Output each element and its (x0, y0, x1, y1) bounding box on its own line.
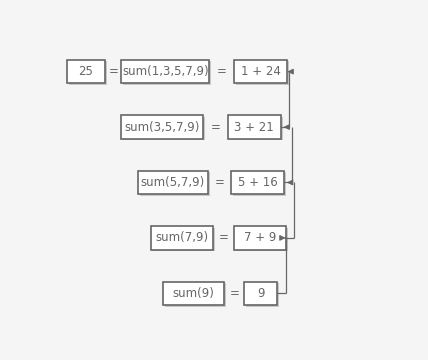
Bar (233, 172, 286, 196)
Text: sum(7,9): sum(7,9) (155, 231, 208, 244)
Bar (140, 172, 210, 196)
Bar (163, 282, 224, 305)
Bar (122, 60, 209, 84)
Text: =: = (219, 231, 229, 244)
Text: 25: 25 (78, 65, 93, 78)
Text: =: = (229, 287, 239, 300)
Bar (236, 62, 289, 85)
Bar (231, 171, 284, 194)
Text: sum(5,7,9): sum(5,7,9) (141, 176, 205, 189)
Bar (234, 226, 286, 250)
Bar (228, 115, 281, 139)
Text: =: = (217, 65, 227, 78)
Text: sum(9): sum(9) (173, 287, 214, 300)
Text: sum(3,5,7,9): sum(3,5,7,9) (125, 121, 200, 134)
Bar (122, 115, 203, 139)
Bar (246, 283, 279, 307)
Text: sum(1,3,5,7,9): sum(1,3,5,7,9) (122, 65, 209, 78)
Text: 5 + 16: 5 + 16 (238, 176, 277, 189)
Bar (230, 117, 283, 140)
Text: 3 + 21: 3 + 21 (234, 121, 274, 134)
Bar (234, 60, 287, 84)
Bar (153, 228, 215, 251)
Text: =: = (108, 65, 118, 78)
Text: =: = (210, 121, 220, 134)
Text: 9: 9 (257, 287, 265, 300)
Bar (165, 283, 226, 307)
Bar (244, 282, 277, 305)
Bar (67, 60, 105, 84)
Bar (124, 62, 211, 85)
Bar (124, 117, 205, 140)
Text: =: = (214, 176, 224, 189)
Text: 7 + 9: 7 + 9 (244, 231, 276, 244)
Bar (152, 226, 213, 250)
Bar (138, 171, 208, 194)
Bar (236, 228, 288, 251)
Text: 1 + 24: 1 + 24 (241, 65, 281, 78)
Bar (69, 62, 107, 85)
